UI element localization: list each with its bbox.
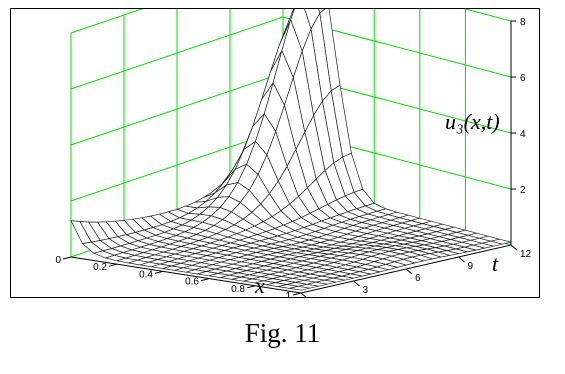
t-axis-label: t (492, 251, 499, 276)
t-tick-mark (510, 244, 518, 251)
x-tick-label: 0 (55, 255, 61, 266)
x-tick-label: 0.4 (139, 269, 153, 280)
x-tick-label: 1 (285, 291, 291, 297)
x-tick-mark (246, 285, 256, 289)
x-tick-label: 0.2 (93, 262, 107, 273)
t-tick-label: 9 (468, 261, 474, 272)
surface-plot: 00.20.40.60.810369122468 u₃(x,t) x t (55, 9, 532, 297)
grid-line (70, 9, 144, 34)
surface-mesh (70, 9, 512, 291)
z-tick-label: 2 (520, 185, 526, 196)
t-tick-mark (458, 256, 465, 263)
z-tick-label: 8 (520, 17, 526, 28)
z-tick-label: 6 (520, 73, 526, 84)
grid-line (463, 9, 512, 22)
t-tick-label: 6 (415, 273, 421, 284)
z-tick-label: 4 (520, 129, 526, 140)
x-axis-label: x (254, 273, 265, 297)
t-tick-mark (353, 280, 360, 287)
x-axis-line (70, 256, 302, 294)
x-tick-label: 0.8 (231, 284, 245, 295)
t-tick-mark (405, 268, 413, 275)
t-tick-label: 3 (363, 285, 369, 296)
surface-cell (289, 285, 310, 291)
figure-frame: 00.20.40.60.810369122468 u₃(x,t) x t (10, 8, 540, 298)
x-tick-mark (200, 278, 210, 282)
t-tick-mark (300, 292, 307, 297)
x-tick-label: 0.6 (185, 277, 199, 288)
z-axis-label: u₃(x,t) (445, 109, 500, 134)
t-tick-label: 12 (520, 249, 532, 260)
x-tick-mark (62, 256, 72, 260)
axis-ticks: 00.20.40.60.810369122468 (55, 17, 532, 297)
figure-caption: Fig. 11 (244, 318, 321, 348)
x-tick-mark (108, 263, 118, 267)
x-tick-mark (154, 270, 164, 274)
x-tick-mark (292, 292, 302, 296)
